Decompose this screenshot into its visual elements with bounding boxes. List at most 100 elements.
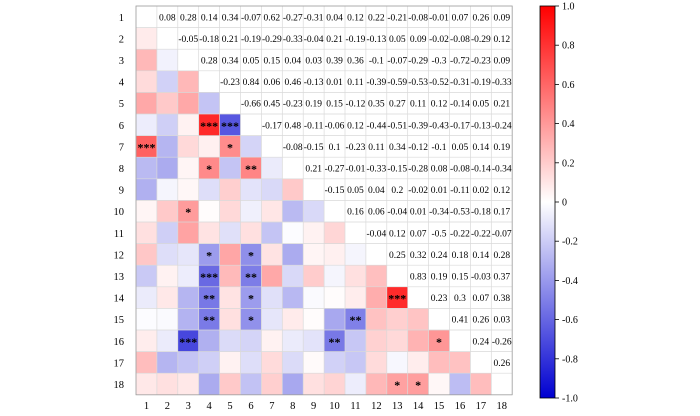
cell-value-label: 0.3 <box>454 294 466 304</box>
cell-value-label: 0.09 <box>493 57 510 67</box>
cell-value-label: 0.11 <box>410 100 427 110</box>
colorbar-tick-label: 0.2 <box>562 158 575 169</box>
cell-value-label: -0.08 <box>450 35 470 45</box>
row-tick-label: 14 <box>114 294 125 305</box>
cell-value-label: 0.04 <box>284 57 301 67</box>
heatmap-cell <box>219 222 241 244</box>
cell-value-label: 0.35 <box>368 100 385 110</box>
cell-value-label: -0.22 <box>450 229 470 239</box>
cell-value-label: -0.02 <box>408 186 428 196</box>
cell-value-label: 0.19 <box>493 143 510 153</box>
heatmap-cell <box>240 222 262 244</box>
heatmap-cell <box>386 286 408 309</box>
colorbar-tick-label: 0 <box>562 198 567 209</box>
cell-value-label: 0.02 <box>473 186 490 196</box>
cell-value-label: 0.34 <box>222 13 239 23</box>
cell-value-label: 0.21 <box>305 165 322 175</box>
heatmap-cell <box>282 243 304 266</box>
cell-value-label: 0.14 <box>201 13 218 23</box>
significance-marker: *** <box>221 119 239 133</box>
cell-value-label: 0.11 <box>347 78 364 88</box>
cell-value-label: -0.44 <box>366 121 386 131</box>
row-tick-label: 10 <box>114 207 125 218</box>
heatmap-grid <box>135 5 513 396</box>
cell-value-label: -0.17 <box>450 121 470 131</box>
cell-value-label: -0.15 <box>387 165 407 175</box>
significance-marker: * <box>248 248 254 262</box>
heatmap-cell <box>136 200 157 222</box>
cell-value-label: 0.14 <box>473 143 490 153</box>
significance-marker: *** <box>179 335 197 349</box>
cell-value-label: 0.28 <box>493 251 510 261</box>
heatmap-cell <box>365 308 387 330</box>
heatmap-cell <box>219 308 241 330</box>
colorbar-tick-label: 1.0 <box>562 2 575 13</box>
cell-value-label: -0.51 <box>387 121 407 131</box>
heatmap-cell <box>261 308 283 330</box>
cell-value-label: 0.09 <box>410 35 427 45</box>
cell-value-label: 0.28 <box>201 57 218 67</box>
heatmap-cell <box>136 27 157 50</box>
cell-value-label: 0.04 <box>326 13 343 23</box>
colorbar-tick-label: -0.8 <box>562 354 578 365</box>
heatmap-cell <box>386 308 408 330</box>
colorbar-ticks: -1.0 -0.8 -0.6 -0.4 -0.2 0 0.2 0.4 0.6 0.8 1.0 <box>555 2 578 405</box>
cell-value-label: 0.06 <box>368 208 385 218</box>
cell-value-label: -0.01 <box>346 165 366 175</box>
heatmap-cell <box>303 222 325 244</box>
heatmap-cell <box>177 200 199 222</box>
cell-value-label: -0.13 <box>366 35 386 45</box>
heatmap-cell <box>282 308 304 330</box>
heatmap-cell <box>282 222 304 244</box>
heatmap-cell <box>261 200 283 222</box>
cell-value-label: 0.16 <box>347 208 364 218</box>
cell-value-label: 0.12 <box>347 13 364 23</box>
col-tick-label: 1 <box>144 401 149 412</box>
heatmap-cell <box>282 265 304 287</box>
heatmap-cell <box>303 373 325 395</box>
cell-value-label: -0.33 <box>283 35 303 45</box>
cell-value-label: 0.07 <box>473 294 490 304</box>
cell-value-label: -0.43 <box>429 121 449 131</box>
col-tick-label: 6 <box>248 401 253 412</box>
heatmap-cell <box>365 286 387 309</box>
cell-value-label: 0.26 <box>493 359 510 369</box>
significance-marker: ** <box>329 335 341 349</box>
cell-value-label: -0.72 <box>450 57 470 67</box>
cell-value-label: 0.14 <box>473 251 490 261</box>
cell-value-label: 0.21 <box>493 100 510 110</box>
cell-value-label: -0.33 <box>366 165 386 175</box>
heatmap-cell <box>177 265 199 287</box>
cell-value-label: 0.22 <box>368 13 385 23</box>
row-tick-label: 12 <box>114 250 125 261</box>
cell-value-label: -0.24 <box>492 121 512 131</box>
cell-value-label: -0.04 <box>387 208 407 218</box>
cell-value-label: 0.09 <box>493 13 510 23</box>
cell-value-label: -0.23 <box>283 100 303 110</box>
heatmap-cell <box>156 70 178 93</box>
heatmap-cell <box>282 373 304 395</box>
row-tick-label: 17 <box>114 358 125 369</box>
cell-value-label: -0.39 <box>408 121 428 131</box>
heatmap-cell <box>386 330 408 352</box>
cell-value-label: 0.12 <box>493 35 510 45</box>
cell-value-label: -0.18 <box>471 208 491 218</box>
cell-value-label: -0.52 <box>429 78 449 88</box>
heatmap-cell <box>198 200 220 222</box>
cell-value-label: -0.12 <box>346 100 366 110</box>
row-tick-label: 6 <box>119 121 124 132</box>
heatmap-cell <box>136 92 157 114</box>
heatmap-cell <box>219 330 241 352</box>
heatmap-cell <box>303 330 325 352</box>
cell-value-label: -0.14 <box>450 100 470 110</box>
row-tick-label: 15 <box>114 315 125 326</box>
heatmap-cell <box>177 178 199 201</box>
heatmap-cell <box>136 308 157 330</box>
cell-value-label: 0.01 <box>431 186 448 196</box>
heatmap-cell <box>240 286 262 309</box>
cell-value-label: -0.34 <box>492 165 512 175</box>
cell-value-label: -0.27 <box>325 165 345 175</box>
heatmap-cell <box>324 265 345 287</box>
cell-value-label: 0.12 <box>347 121 364 131</box>
col-tick-label: 10 <box>329 401 340 412</box>
